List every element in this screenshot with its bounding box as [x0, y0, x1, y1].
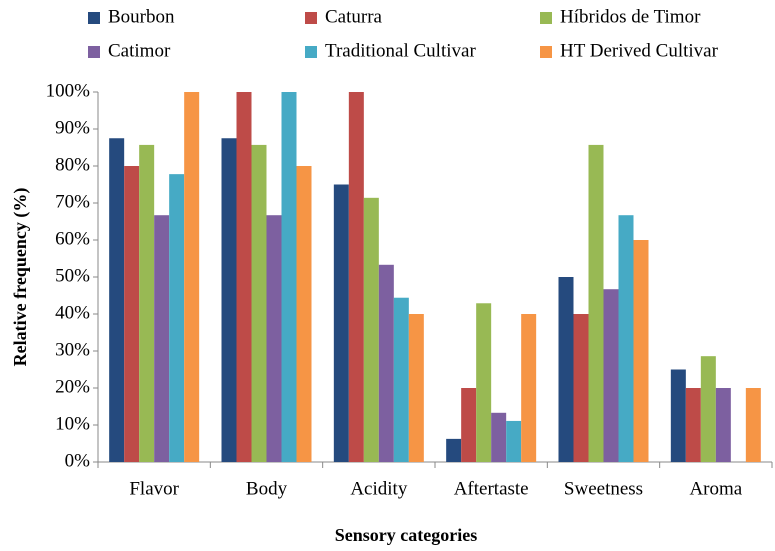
bar — [281, 92, 297, 462]
legend-label: Bourbon — [108, 6, 175, 27]
bar — [363, 197, 379, 462]
bar — [461, 388, 477, 462]
y-tick-label: 30% — [55, 339, 90, 360]
bar — [154, 215, 170, 462]
bar — [745, 388, 761, 462]
bar — [521, 314, 537, 462]
x-axis-title: Sensory categories — [335, 525, 477, 545]
legend-label: Traditional Cultivar — [325, 40, 476, 61]
bar — [558, 277, 574, 462]
y-tick-label: 50% — [55, 265, 90, 286]
bar — [685, 388, 701, 462]
legend-label: Caturra — [325, 6, 383, 27]
bar — [393, 297, 409, 462]
legend-swatch — [305, 46, 317, 58]
bar — [506, 420, 522, 462]
bar — [221, 138, 237, 462]
x-tick-label: Aftertaste — [454, 478, 529, 499]
y-tick-label: 0% — [65, 450, 91, 471]
bar — [266, 215, 282, 462]
bar — [296, 166, 312, 462]
bar — [603, 289, 619, 462]
legend-swatch — [88, 46, 100, 58]
bar — [348, 92, 364, 462]
y-axis-title: Relative frequency (%) — [10, 188, 31, 367]
bar — [378, 264, 394, 462]
y-tick-label: 10% — [55, 413, 90, 434]
legend-swatch — [540, 12, 552, 24]
bar — [109, 138, 125, 462]
y-tick-label: 90% — [55, 117, 90, 138]
bar — [184, 92, 200, 462]
bar — [236, 92, 252, 462]
x-tick-label: Aroma — [689, 478, 742, 499]
bar — [491, 412, 507, 462]
y-tick-label: 60% — [55, 228, 90, 249]
bar — [573, 314, 589, 462]
bar — [618, 215, 634, 462]
x-tick-label: Acidity — [350, 478, 407, 499]
y-tick-label: 40% — [55, 302, 90, 323]
x-tick-label: Sweetness — [564, 478, 643, 499]
legend-label: Híbridos de Timor — [560, 6, 701, 27]
bar — [633, 240, 649, 462]
y-tick-label: 80% — [55, 154, 90, 175]
y-tick-label: 70% — [55, 191, 90, 212]
legend-swatch — [540, 46, 552, 58]
bar — [124, 166, 140, 462]
legend-label: Catimor — [108, 40, 171, 61]
bar — [588, 144, 604, 462]
legend-label: HT Derived Cultivar — [560, 40, 719, 61]
bar — [670, 369, 686, 462]
bar — [476, 303, 492, 462]
x-tick-label: Body — [246, 478, 288, 499]
legend-swatch — [305, 12, 317, 24]
bar — [715, 388, 731, 462]
bar — [251, 144, 267, 462]
x-tick-label: Flavor — [129, 478, 179, 499]
bar — [700, 356, 716, 462]
y-tick-label: 100% — [46, 80, 91, 101]
legend-swatch — [88, 12, 100, 24]
bar — [408, 314, 424, 462]
bar — [169, 174, 185, 462]
bar — [446, 438, 462, 462]
y-tick-label: 20% — [55, 376, 90, 397]
bar — [333, 184, 349, 462]
bar — [139, 144, 155, 462]
